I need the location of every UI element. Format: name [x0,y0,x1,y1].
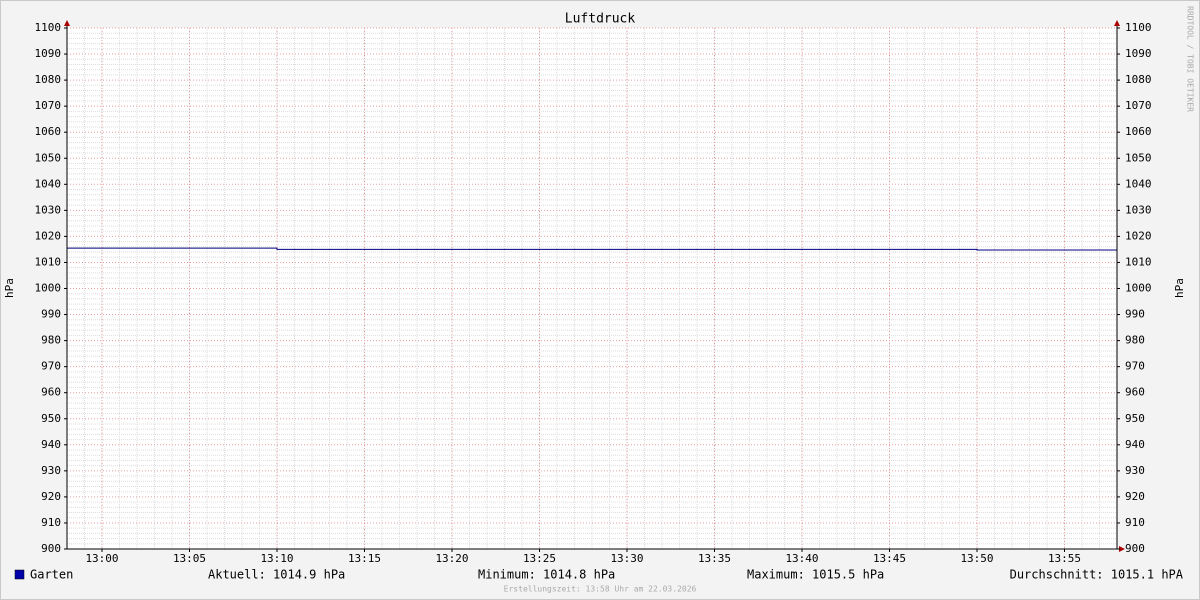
marks [67,247,1117,251]
legend-stat: Minimum: 1014.8 hPa [478,568,615,582]
x-tick-label: 13:30 [610,552,643,565]
y-tick-label: 1090 [35,47,62,60]
x-tick-label: 13:15 [348,552,381,565]
y-tick-label: 1070 [35,99,62,112]
y-axis-label: hPa [3,278,16,298]
y2-tick-label: 910 [1125,516,1145,529]
x-tick-label: 13:00 [85,552,118,565]
legend-stat: Aktuell: 1014.9 hPa [208,568,345,582]
line [67,247,1117,251]
y2-tick-label: 1060 [1125,125,1152,138]
y-tick-label: 1030 [35,203,62,216]
y2-tick-label: 1050 [1125,151,1152,164]
y2-tick-label: 920 [1125,490,1145,503]
y2-tick-label: 1040 [1125,177,1152,190]
x-tick-label: 13:40 [785,552,818,565]
y2-axis-label: hPa [1173,278,1186,298]
y2-tick-label: 950 [1125,412,1145,425]
footer: Erstellungszeit: 13:58 Uhr am 22.03.2026 [504,585,697,594]
y-tick-label: 960 [41,386,61,399]
y-tick-label: 1050 [35,151,62,164]
x-tick-label: 13:35 [698,552,731,565]
y2-tick-label: 1070 [1125,99,1152,112]
y2-tick-label: 970 [1125,360,1145,373]
axis-arrow [1119,546,1125,552]
grid [67,27,1117,550]
y-tick-label: 1060 [35,125,62,138]
chart-title: Luftdruck [565,12,636,27]
x-tick-label: 13:05 [173,552,206,565]
y2-tick-label: 1000 [1125,282,1152,295]
y2-tick-label: 930 [1125,464,1145,477]
x-tick-label: 13:45 [873,552,906,565]
y2-tick-label: 1100 [1125,21,1152,34]
legend-stat: Durchschnitt: 1015.1 hPA [1010,568,1184,582]
y-tick-label: 930 [41,464,61,477]
y2-tick-label: 960 [1125,386,1145,399]
y2-tick-label: 900 [1125,542,1145,555]
axis-arrow [64,20,70,26]
x-tick-label: 13:50 [960,552,993,565]
y2-tick-label: 940 [1125,438,1145,451]
y-tick-label: 980 [41,334,61,347]
y2-tick-label: 1090 [1125,47,1152,60]
y-tick-label: 1100 [35,21,62,34]
legend-stat: Maximum: 1015.5 hPa [747,568,884,582]
y-tick-label: 940 [41,438,61,451]
y-tick-label: 910 [41,516,61,529]
y2-tick-label: 1080 [1125,73,1152,86]
x-tick-label: 13:25 [523,552,556,565]
y2-tick-label: 1030 [1125,203,1152,216]
y-tick-label: 1010 [35,255,62,268]
y-tick-label: 970 [41,360,61,373]
legend-label: Garten [30,568,73,582]
watermark: RRDTOOL / TOBI OETIKER [1186,6,1195,112]
y-tick-label: 920 [41,490,61,503]
y2-tick-label: 990 [1125,308,1145,321]
y-tick-label: 1000 [35,282,62,295]
x-tick-label: 13:55 [1048,552,1081,565]
x-tick-label: 13:10 [260,552,293,565]
y-tick-label: 990 [41,308,61,321]
y2-tick-label: 1010 [1125,255,1152,268]
y-tick-label: 950 [41,412,61,425]
y-tick-label: 900 [41,542,61,555]
y2-tick-label: 1020 [1125,229,1152,242]
y-tick-label: 1040 [35,177,62,190]
legend-swatch [14,569,25,580]
y-tick-label: 1080 [35,73,62,86]
y-tick-label: 1020 [35,229,62,242]
x-tick-label: 13:20 [435,552,468,565]
axis-arrow [1114,20,1120,26]
y2-tick-label: 980 [1125,334,1145,347]
